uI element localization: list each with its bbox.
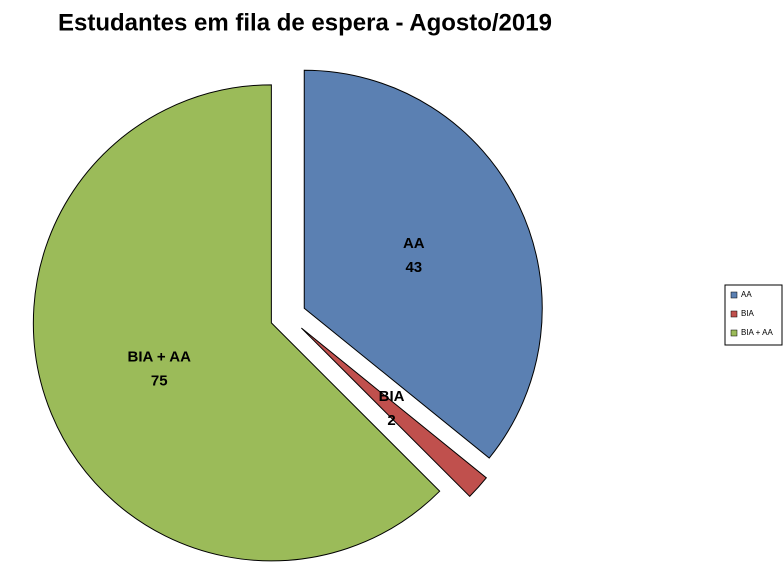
slice-category-label: BIA + AA — [127, 348, 191, 365]
pie-slice — [303, 69, 543, 459]
chart-title: Estudantes em fila de espera - Agosto/20… — [58, 9, 552, 36]
legend-swatch — [730, 291, 738, 299]
legend-label: BIA — [741, 309, 755, 318]
legend-swatch — [730, 310, 738, 318]
slice-category-label: BIA — [379, 388, 405, 405]
pie-slice — [301, 327, 488, 498]
pie-slice — [32, 84, 441, 562]
legend: AA BIA BIA + AA — [724, 284, 783, 346]
slice-value-label: 2 — [387, 412, 395, 429]
slice-value-label: 75 — [151, 372, 168, 389]
legend-swatch — [730, 329, 738, 337]
slice-category-label: AA — [403, 235, 425, 252]
legend-label: AA — [741, 290, 752, 299]
legend-label: BIA + AA — [741, 328, 773, 337]
slice-value-label: 43 — [405, 259, 422, 276]
